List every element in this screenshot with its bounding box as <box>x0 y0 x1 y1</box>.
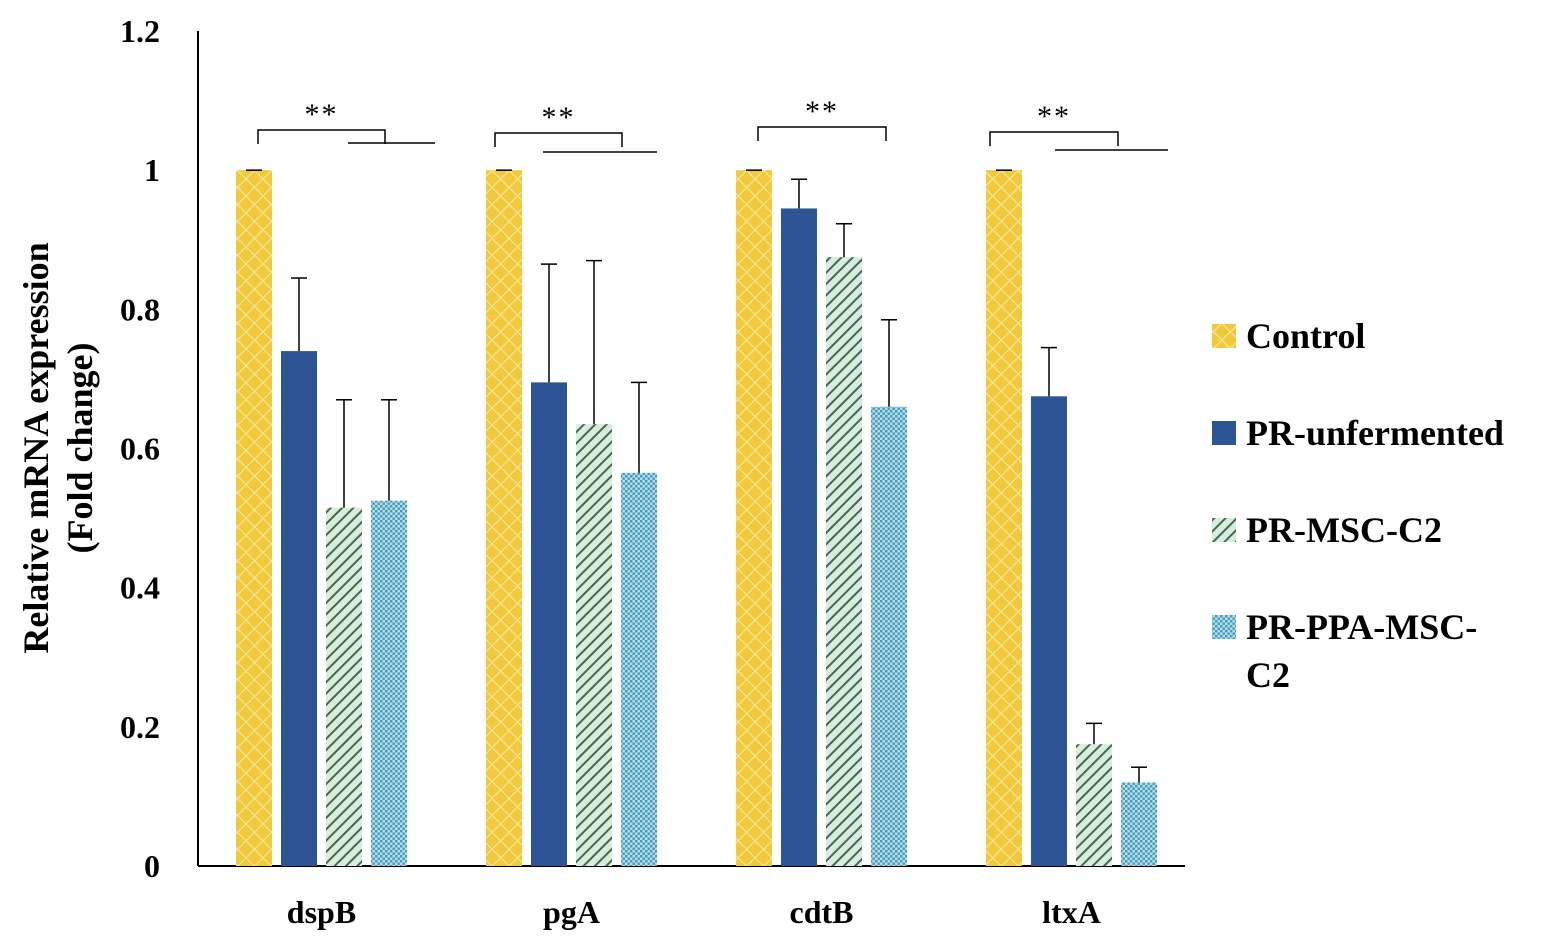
bar-pgA-control <box>486 170 522 866</box>
x-tick-label: pgA <box>543 894 600 930</box>
legend-swatch <box>1212 615 1236 639</box>
y-tick-label: 1.2 <box>120 13 160 49</box>
x-axis: dspB pgA cdtB ltxA <box>287 894 1101 930</box>
significance-label: ** <box>542 101 576 134</box>
significance-bracket <box>989 131 1119 146</box>
legend: Control PR-unfermented PR-MSC-C2 PR-PPA-MSC… <box>1212 316 1504 695</box>
bar-dspB-control <box>236 170 272 866</box>
y-axis-title-line2: (Fold change) <box>60 343 100 554</box>
legend-swatch <box>1212 324 1236 348</box>
bar-ltxA-pr-msc-c2 <box>1076 744 1112 866</box>
bar-pgA-pr-unfermented <box>531 382 567 866</box>
bar-dspB-pr-ppa-msc-c2 <box>371 500 407 866</box>
bar-cdtB-pr-ppa-msc-c2 <box>871 406 907 866</box>
legend-label: PR-PPA-MSC- <box>1246 607 1477 647</box>
y-axis-title-line1: Relative mRNA expression <box>16 242 56 653</box>
y-axis: 0 0.2 0.4 0.6 0.8 1 1.2 <box>120 13 1185 884</box>
significance-bracket <box>257 129 386 144</box>
plot-area <box>236 169 1157 866</box>
bar-cdtB-pr-unfermented <box>781 208 817 866</box>
x-tick-label: dspB <box>287 894 356 930</box>
legend-item-pr-unfermented: PR-unfermented <box>1212 413 1504 453</box>
significance-cdtB: ** <box>757 95 887 141</box>
bar-dspB-pr-msc-c2 <box>326 507 362 866</box>
legend-item-control: Control <box>1212 316 1365 356</box>
y-tick-label: 0.8 <box>120 291 160 327</box>
significance-bracket <box>757 126 887 141</box>
significance-bracket <box>494 132 623 147</box>
y-axis-title: Relative mRNA expression (Fold change) <box>16 242 100 653</box>
significance-label: ** <box>1037 100 1071 133</box>
legend-label-line2: C2 <box>1246 655 1290 695</box>
significance-dspB: ** <box>257 98 435 144</box>
x-tick-label: cdtB <box>790 894 854 930</box>
bar-pgA-pr-msc-c2 <box>576 424 612 866</box>
y-tick-label: 0.4 <box>120 570 160 606</box>
significance-pgA: ** <box>494 101 657 153</box>
legend-label: PR-unfermented <box>1246 413 1504 453</box>
y-tick-label: 0.6 <box>120 431 160 467</box>
significance-ltxA: ** <box>989 100 1168 151</box>
bar-ltxA-pr-unfermented <box>1031 396 1067 866</box>
legend-label: Control <box>1246 316 1365 356</box>
bar-dspB-pr-unfermented <box>281 351 317 866</box>
legend-item-pr-msc-c2: PR-MSC-C2 <box>1212 510 1442 550</box>
x-tick-label: ltxA <box>1042 894 1101 930</box>
significance-brackets: ** ** ** ** <box>257 95 1168 153</box>
bar-ltxA-control <box>986 170 1022 866</box>
bar-cdtB-pr-msc-c2 <box>826 257 862 866</box>
legend-swatch <box>1212 421 1236 445</box>
significance-label: ** <box>305 98 339 131</box>
legend-label: PR-MSC-C2 <box>1246 510 1442 550</box>
significance-label: ** <box>805 95 839 128</box>
legend-item-pr-ppa-msc-c2: PR-PPA-MSC- C2 <box>1212 607 1477 695</box>
bar-pgA-pr-ppa-msc-c2 <box>621 472 657 866</box>
y-tick-label: 0 <box>144 848 160 884</box>
y-tick-label: 1 <box>144 152 160 188</box>
bar-cdtB-control <box>736 170 772 866</box>
bar-ltxA-pr-ppa-msc-c2 <box>1121 782 1157 866</box>
y-tick-label: 0.2 <box>120 709 160 745</box>
legend-swatch <box>1212 518 1236 542</box>
